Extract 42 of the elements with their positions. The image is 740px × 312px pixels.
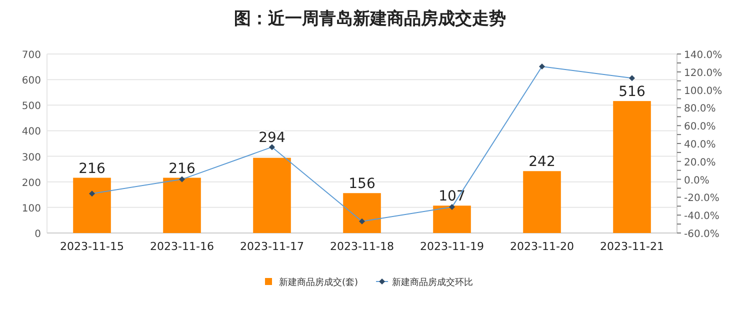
y2-tick-label: 140.0%: [684, 50, 722, 61]
bar: [523, 171, 561, 233]
y2-tick-label: 100.0%: [684, 86, 722, 97]
x-tick-label: 2023-11-20: [510, 240, 574, 253]
y-tick-label: 200: [22, 178, 41, 189]
x-tick-label: 2023-11-15: [60, 240, 124, 253]
data-label: 294: [258, 130, 286, 146]
bar: [73, 178, 111, 233]
y2-tick-label: 0.0%: [684, 175, 710, 186]
y-tick-label: 100: [22, 203, 41, 214]
y2-tick-label: 40.0%: [684, 140, 716, 150]
y2-tick-label: 20.0%: [684, 157, 716, 168]
y-tick-label: 300: [22, 152, 41, 164]
x-tick-label: 2023-11-17: [240, 240, 304, 253]
y2-tick-label: -60.0%: [684, 229, 720, 240]
x-tick-label: 2023-11-18: [330, 240, 394, 253]
y-tick-label: 600: [22, 76, 41, 87]
bar: [343, 193, 381, 233]
legend-label: 新建商品房成交环比: [392, 277, 474, 288]
y-tick-label: 500: [22, 101, 41, 112]
bar: [613, 101, 651, 233]
data-label: 516: [618, 84, 646, 100]
y-tick-label: 400: [22, 126, 41, 138]
x-tick-label: 2023-11-16: [150, 240, 214, 253]
legend-label: 新建商品房成交(套): [279, 277, 358, 288]
y2-tick-label: 120.0%: [684, 68, 722, 79]
bar: [163, 178, 201, 233]
data-label: 216: [78, 160, 106, 177]
x-tick-label: 2023-11-19: [420, 240, 484, 253]
data-label: 156: [348, 176, 376, 192]
x-tick-label: 2023-11-21: [600, 240, 664, 253]
chart-title: 图：近一周青岛新建商品房成交走势: [234, 9, 506, 29]
y2-tick-label: -40.0%: [684, 211, 720, 222]
y2-tick-label: 60.0%: [684, 122, 716, 133]
y-tick-label: 700: [22, 50, 41, 61]
data-label: 216: [168, 160, 196, 177]
y-tick-label: 0: [34, 229, 41, 240]
data-label: 242: [528, 154, 556, 170]
bar: [433, 206, 471, 233]
y2-tick-label: -20.0%: [684, 193, 720, 204]
bar: [253, 158, 291, 233]
y2-tick-label: 80.0%: [684, 104, 716, 115]
